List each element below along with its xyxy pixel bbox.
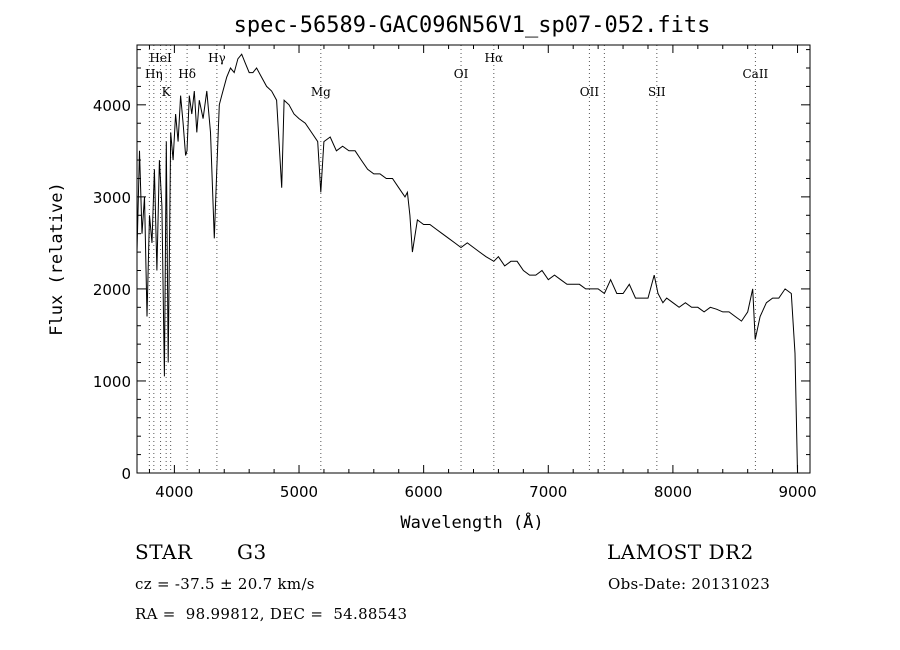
spectral-line-label: OII: [580, 85, 600, 99]
y-tick-label: 2000: [93, 281, 131, 299]
spectral-line-label: K: [162, 85, 172, 99]
spectral-line-label: Hη: [145, 67, 163, 81]
axis-ticks: 4000 5000 6000 7000 8000 9000 0 1000 2000 3000 400…: [93, 45, 817, 501]
y-tick-label: 4000: [93, 97, 131, 115]
object-class: STAR: [135, 540, 193, 564]
plot-frame: [136, 44, 811, 474]
y-axis-label: Flux (relative): [47, 182, 67, 336]
survey-name: LAMOST DR2: [607, 540, 754, 564]
chart-title: spec-56589-GAC096N56V1_sp07-052.fits: [234, 13, 711, 38]
spectral-line-label: Hδ: [178, 67, 196, 81]
x-tick-label: 4000: [155, 483, 193, 501]
x-tick-label: 7000: [529, 483, 567, 501]
spectral-line-label: CaII: [742, 67, 768, 81]
x-tick-label: 5000: [280, 483, 318, 501]
spectral-line-label: Mg: [311, 85, 331, 99]
spectral-line-markers: HeI Hη K Hδ Hγ Mg OI Hα OII SII CaII: [145, 45, 769, 473]
coordinates: RA = 98.99812, DEC = 54.88543: [135, 605, 408, 623]
spectral-line-label: Hα: [485, 51, 504, 65]
observation-date: Obs-Date: 20131023: [608, 575, 771, 593]
x-tick-label: 8000: [654, 483, 692, 501]
spectral-line-label: HeI: [149, 51, 172, 65]
spectral-line-label: SII: [648, 85, 666, 99]
y-tick-label: 1000: [93, 373, 131, 391]
x-axis-label: Wavelength (Å): [400, 511, 543, 533]
y-tick-label: 0: [121, 465, 131, 483]
x-tick-label: 6000: [405, 483, 443, 501]
spectral-line-label: Hγ: [208, 51, 226, 65]
y-tick-label: 3000: [93, 189, 131, 207]
object-subclass: G3: [237, 540, 267, 564]
spectral-line-label: OI: [454, 67, 469, 81]
redshift-velocity: cz = -37.5 ± 20.7 km/s: [135, 575, 315, 593]
spectrum-line: [136, 53, 798, 474]
x-tick-label: 9000: [778, 483, 816, 501]
